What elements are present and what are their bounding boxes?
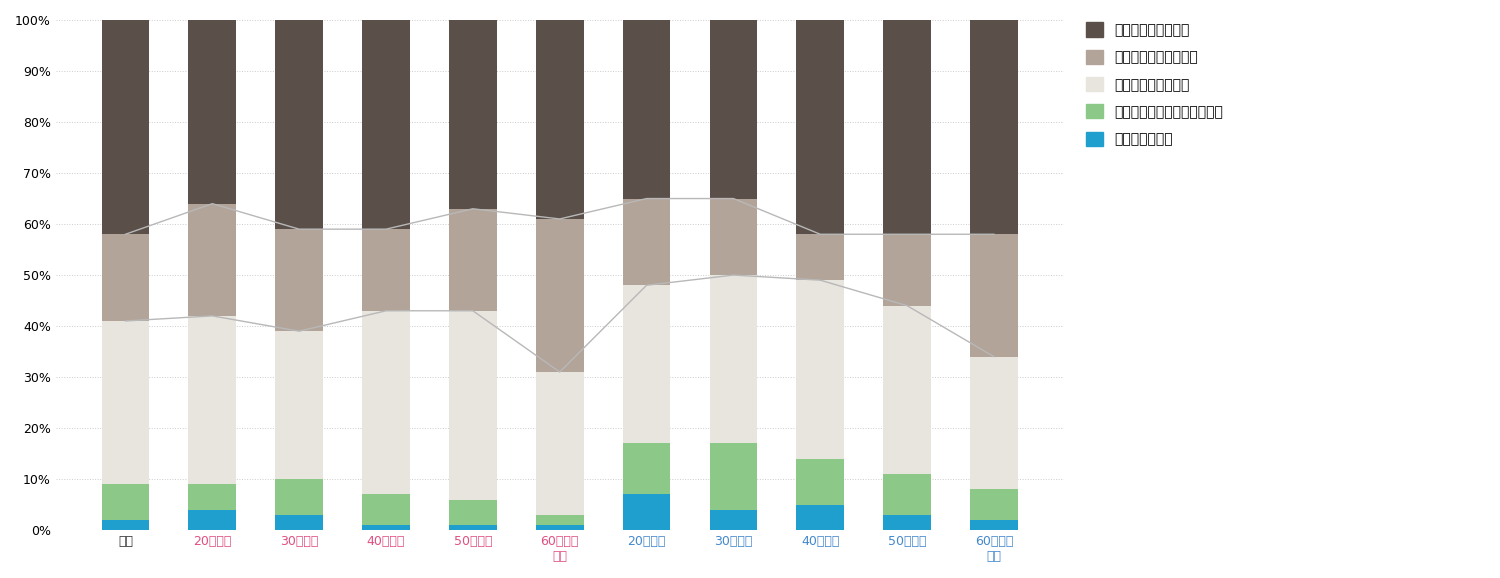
- Bar: [102, 484, 150, 520]
- Bar: [362, 20, 410, 229]
- Bar: [189, 316, 236, 484]
- Bar: [448, 499, 497, 525]
- Bar: [796, 234, 844, 280]
- Bar: [536, 372, 584, 515]
- Bar: [796, 459, 844, 505]
- Bar: [710, 20, 758, 199]
- Bar: [796, 280, 844, 459]
- Bar: [970, 490, 1018, 520]
- Bar: [710, 510, 758, 530]
- Bar: [536, 515, 584, 525]
- Bar: [884, 515, 932, 530]
- Bar: [710, 443, 758, 510]
- Bar: [276, 479, 322, 515]
- Bar: [362, 525, 410, 530]
- Bar: [448, 311, 497, 499]
- Bar: [710, 199, 758, 275]
- Bar: [970, 234, 1018, 357]
- Bar: [970, 357, 1018, 490]
- Bar: [276, 20, 322, 229]
- Bar: [536, 219, 584, 372]
- Bar: [102, 20, 150, 234]
- Bar: [448, 20, 497, 209]
- Bar: [796, 20, 844, 234]
- Bar: [622, 443, 670, 494]
- Bar: [622, 199, 670, 286]
- Bar: [884, 234, 932, 306]
- Bar: [622, 20, 670, 199]
- Bar: [970, 520, 1018, 530]
- Bar: [884, 20, 932, 234]
- Bar: [189, 20, 236, 203]
- Bar: [796, 505, 844, 530]
- Bar: [102, 321, 150, 484]
- Bar: [362, 229, 410, 311]
- Bar: [448, 525, 497, 530]
- Bar: [189, 484, 236, 510]
- Bar: [189, 203, 236, 316]
- Bar: [362, 494, 410, 525]
- Bar: [536, 525, 584, 530]
- Bar: [189, 510, 236, 530]
- Bar: [884, 474, 932, 515]
- Bar: [276, 229, 322, 331]
- Bar: [276, 515, 322, 530]
- Bar: [362, 311, 410, 494]
- Bar: [622, 286, 670, 443]
- Bar: [276, 331, 322, 479]
- Bar: [622, 494, 670, 530]
- Bar: [970, 20, 1018, 234]
- Legend: 全く利用したくない, あまり利用したくない, どちらとも者えない, どちらかと言えば利用したい, ぜひ利用したい: 全く利用したくない, あまり利用したくない, どちらとも者えない, どちらかと言…: [1080, 17, 1228, 152]
- Bar: [536, 20, 584, 219]
- Bar: [710, 275, 758, 443]
- Bar: [102, 234, 150, 321]
- Bar: [448, 209, 497, 311]
- Bar: [102, 520, 150, 530]
- Bar: [884, 306, 932, 474]
